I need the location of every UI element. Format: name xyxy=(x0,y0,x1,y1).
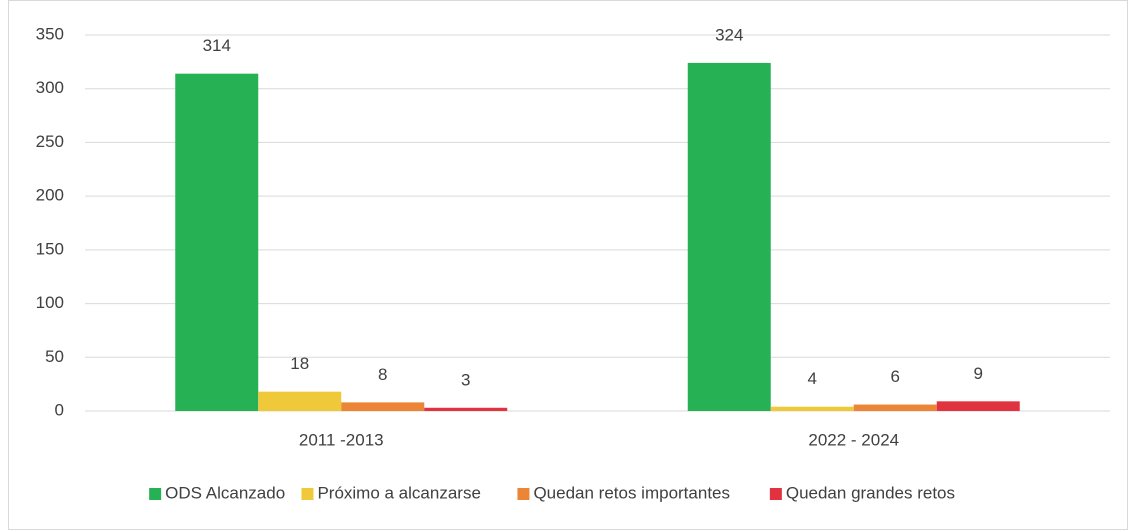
data-label: 4 xyxy=(808,369,817,388)
data-label: 18 xyxy=(290,354,309,373)
legend-swatch xyxy=(769,488,782,500)
legend-label: Próximo a alcanzarse xyxy=(317,483,480,502)
legend-label: Quedan grandes retos xyxy=(786,483,955,502)
y-tick-label: 50 xyxy=(45,347,64,366)
data-label: 324 xyxy=(715,25,743,44)
bar xyxy=(258,391,342,411)
legend-label: Quedan retos importantes xyxy=(533,483,730,502)
y-tick-label: 350 xyxy=(36,24,64,43)
data-label: 9 xyxy=(974,364,983,383)
data-label: 314 xyxy=(203,36,231,55)
x-tick-label: 2011 -2013 xyxy=(299,430,384,449)
bar xyxy=(175,73,259,411)
bar xyxy=(936,401,1020,411)
x-tick-label: 2022 - 2024 xyxy=(808,430,899,449)
bar xyxy=(687,62,771,411)
y-tick-label: 150 xyxy=(36,239,64,258)
legend-swatch xyxy=(517,488,530,500)
y-tick-label: 0 xyxy=(55,400,64,419)
legend-swatch xyxy=(301,488,314,500)
bar xyxy=(341,402,425,411)
data-label: 6 xyxy=(891,367,900,386)
legend-label: ODS Alcanzado xyxy=(165,483,285,502)
bar xyxy=(424,407,508,411)
y-tick-label: 200 xyxy=(36,186,64,205)
bar xyxy=(770,406,854,411)
y-tick-label: 250 xyxy=(36,132,64,151)
y-tick-label: 300 xyxy=(36,78,64,97)
data-label: 3 xyxy=(461,370,470,389)
data-label: 8 xyxy=(378,365,387,384)
bar xyxy=(853,404,937,411)
y-tick-label: 100 xyxy=(36,293,64,312)
legend-swatch xyxy=(149,488,162,500)
